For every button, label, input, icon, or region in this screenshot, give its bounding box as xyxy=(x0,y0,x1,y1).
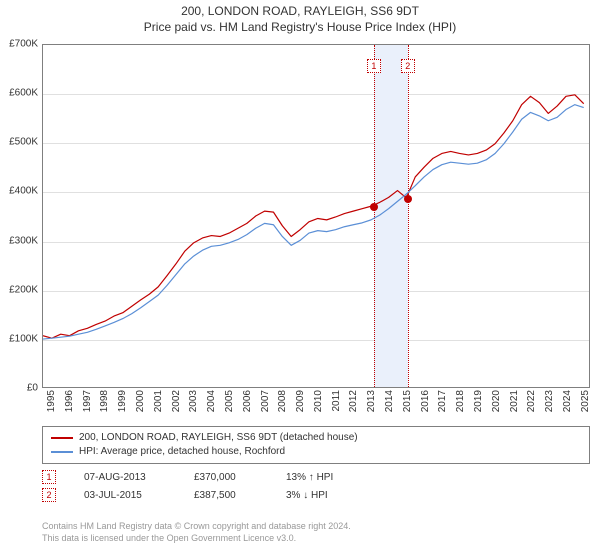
sale-price: £370,000 xyxy=(194,472,286,483)
chart-plot-area: 12 xyxy=(42,44,590,388)
xtick-label: 2010 xyxy=(313,390,324,412)
legend: 200, LONDON ROAD, RAYLEIGH, SS6 9DT (det… xyxy=(42,426,590,464)
sale-delta: 3% ↓ HPI xyxy=(286,490,386,501)
footnote-line: This data is licensed under the Open Gov… xyxy=(42,532,351,544)
xtick-label: 2013 xyxy=(366,390,377,412)
xtick-label: 2008 xyxy=(277,390,288,412)
sale-marker: 1 xyxy=(42,470,56,484)
xtick-label: 2004 xyxy=(206,390,217,412)
legend-item: 200, LONDON ROAD, RAYLEIGH, SS6 9DT (det… xyxy=(51,431,581,445)
xtick-label: 1995 xyxy=(46,390,57,412)
sales-table: 1 07-AUG-2013£370,00013% ↑ HPI 2 03-JUL-201… xyxy=(42,466,590,506)
xtick-label: 2019 xyxy=(473,390,484,412)
xtick-label: 2007 xyxy=(260,390,271,412)
series-line-price_paid xyxy=(43,95,584,338)
xtick-label: 2006 xyxy=(242,390,253,412)
sale-delta: 13% ↑ HPI xyxy=(286,472,386,483)
ytick-label: £300K xyxy=(2,235,38,246)
legend-item: HPI: Average price, detached house, Roch… xyxy=(51,445,581,459)
xtick-label: 2002 xyxy=(171,390,182,412)
ytick-label: £200K xyxy=(2,284,38,295)
legend-swatch xyxy=(51,437,73,439)
series-line-hpi xyxy=(43,105,584,339)
sale-date: 07-AUG-2013 xyxy=(84,472,194,483)
xtick-label: 2017 xyxy=(437,390,448,412)
xtick-label: 2016 xyxy=(420,390,431,412)
xtick-label: 2011 xyxy=(331,390,342,412)
xtick-label: 1998 xyxy=(99,390,110,412)
xtick-label: 2023 xyxy=(544,390,555,412)
legend-swatch xyxy=(51,451,73,453)
xtick-label: 2020 xyxy=(491,390,502,412)
xtick-label: 2005 xyxy=(224,390,235,412)
xtick-label: 2022 xyxy=(526,390,537,412)
xtick-label: 2003 xyxy=(188,390,199,412)
xtick-label: 2018 xyxy=(455,390,466,412)
ytick-label: £700K xyxy=(2,39,38,50)
xtick-label: 2012 xyxy=(348,390,359,412)
ytick-label: £400K xyxy=(2,186,38,197)
xtick-label: 2000 xyxy=(135,390,146,412)
xtick-label: 1996 xyxy=(64,390,75,412)
page-title: 200, LONDON ROAD, RAYLEIGH, SS6 9DT xyxy=(0,4,600,18)
xtick-label: 1999 xyxy=(117,390,128,412)
page-subtitle: Price paid vs. HM Land Registry's House … xyxy=(0,20,600,34)
ytick-label: £600K xyxy=(2,88,38,99)
sale-row: 2 03-JUL-2015£387,5003% ↓ HPI xyxy=(42,488,590,502)
ytick-label: £500K xyxy=(2,137,38,148)
sale-price: £387,500 xyxy=(194,490,286,501)
sale-date: 03-JUL-2015 xyxy=(84,490,194,501)
legend-label: HPI: Average price, detached house, Roch… xyxy=(79,445,285,459)
ytick-label: £100K xyxy=(2,333,38,344)
sale-marker: 2 xyxy=(42,488,56,502)
xtick-label: 2009 xyxy=(295,390,306,412)
footnote-line: Contains HM Land Registry data © Crown c… xyxy=(42,520,351,532)
legend-label: 200, LONDON ROAD, RAYLEIGH, SS6 9DT (det… xyxy=(79,431,358,445)
xtick-label: 1997 xyxy=(82,390,93,412)
xtick-label: 2021 xyxy=(509,390,520,412)
footnote: Contains HM Land Registry data © Crown c… xyxy=(42,520,351,544)
xtick-label: 2015 xyxy=(402,390,413,412)
xtick-label: 2001 xyxy=(153,390,164,412)
sale-row: 1 07-AUG-2013£370,00013% ↑ HPI xyxy=(42,470,590,484)
ytick-label: £0 xyxy=(2,383,38,394)
xtick-label: 2025 xyxy=(580,390,591,412)
xtick-label: 2024 xyxy=(562,390,573,412)
xtick-label: 2014 xyxy=(384,390,395,412)
